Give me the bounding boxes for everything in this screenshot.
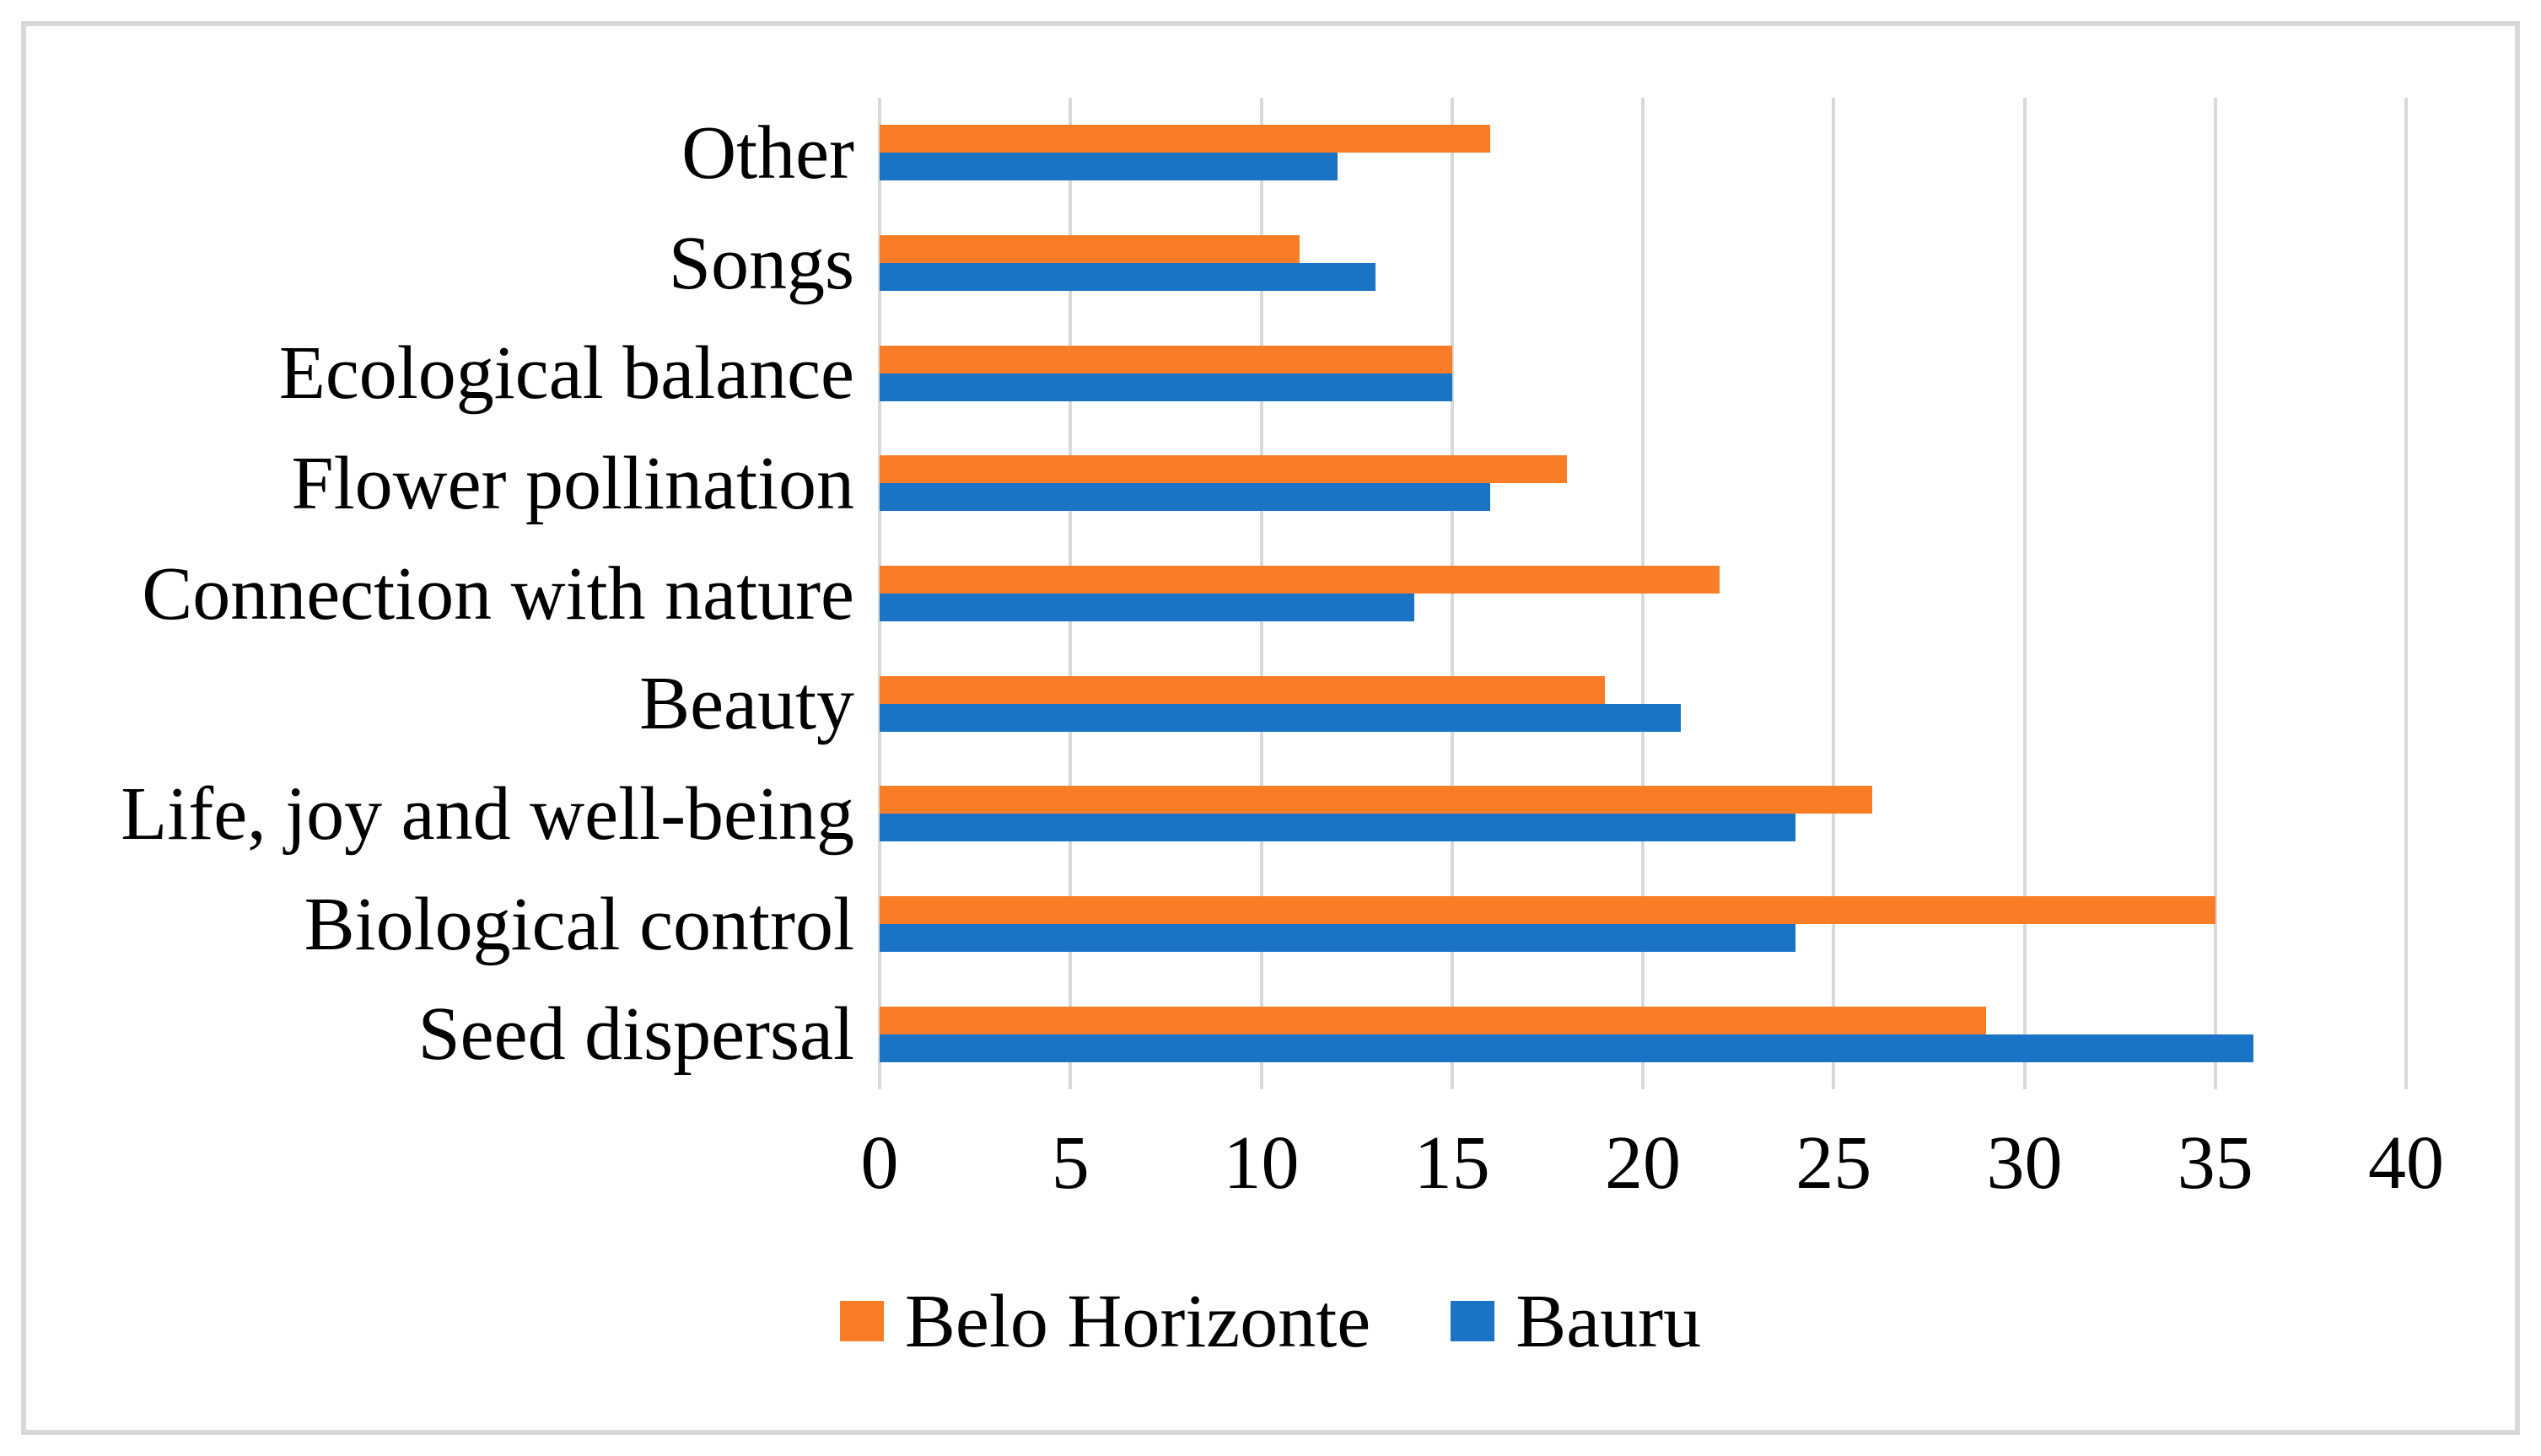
- legend: Belo Horizonte Bauru: [0, 1280, 2541, 1363]
- bar-group: [880, 318, 2406, 428]
- x-tick-label: 30: [1986, 1121, 2063, 1205]
- bar-bauru: [880, 703, 1682, 732]
- gridline-x-25: [1832, 98, 1836, 1089]
- bar-group: [880, 869, 2406, 980]
- legend-swatch-icon: [1451, 1301, 1495, 1341]
- bar-bauru: [880, 483, 1490, 512]
- category-label: Seed dispersal: [417, 992, 854, 1077]
- legend-swatch-icon: [839, 1301, 884, 1341]
- legend-item-bauru: Bauru: [1451, 1278, 1701, 1365]
- category-label: Beauty: [639, 662, 854, 746]
- bar-bauru: [880, 1034, 2253, 1062]
- bar-belo-horizonte: [880, 896, 2215, 925]
- bar-bauru: [880, 263, 1376, 291]
- bar-group: [880, 759, 2406, 869]
- category-label: Connection with nature: [142, 551, 854, 636]
- bar-group: [880, 98, 2406, 208]
- x-tick-label: 15: [1413, 1121, 1490, 1205]
- x-tick-label: 5: [1051, 1121, 1090, 1205]
- bar-group: [880, 648, 2406, 759]
- category-label: Biological control: [304, 882, 854, 966]
- gridline-x-30: [2022, 98, 2027, 1089]
- plot-area: [878, 98, 2408, 1089]
- bar-belo-horizonte: [880, 235, 1300, 263]
- bar-belo-horizonte: [880, 786, 1872, 814]
- category-label: Life, joy and well-being: [121, 771, 854, 856]
- legend-label: Belo Horizonte: [904, 1279, 1371, 1363]
- x-tick-label: 25: [1795, 1121, 1872, 1205]
- bar-bauru: [880, 373, 1452, 401]
- x-axis: 0 5 10 15 20 25 30 35 40: [861, 1121, 2445, 1210]
- bar-belo-horizonte: [880, 1006, 1987, 1034]
- bar-group: [880, 428, 2406, 539]
- bar-group: [880, 208, 2406, 319]
- category-label: Songs: [668, 221, 854, 305]
- bar-group: [880, 539, 2406, 649]
- x-tick-label: 10: [1223, 1121, 1300, 1205]
- bar-bauru: [880, 153, 1338, 181]
- category-label: Other: [681, 110, 854, 195]
- gridline-x-35: [2213, 98, 2217, 1089]
- bar-belo-horizonte: [880, 455, 1567, 484]
- bar-group: [880, 979, 2406, 1089]
- bar-rows: [880, 98, 2406, 1089]
- bar-belo-horizonte: [880, 125, 1490, 153]
- x-tick-label: 35: [2177, 1121, 2253, 1205]
- bar-bauru: [880, 594, 1414, 622]
- bar-belo-horizonte: [880, 675, 1605, 704]
- category-axis-labels: Other Songs Ecological balance Flower polli…: [51, 98, 854, 1089]
- x-tick-label: 0: [860, 1121, 899, 1205]
- category-label: Ecological balance: [278, 331, 854, 416]
- bar-bauru: [880, 924, 1795, 953]
- legend-item-belo-horizonte: Belo Horizonte: [839, 1278, 1371, 1365]
- bar-belo-horizonte: [880, 566, 1720, 594]
- bar-belo-horizonte: [880, 345, 1452, 373]
- gridline-x-40: [2404, 98, 2408, 1089]
- bar-bauru: [880, 814, 1795, 842]
- x-tick-label: 40: [2368, 1121, 2444, 1205]
- x-tick-label: 20: [1605, 1121, 1681, 1205]
- legend-label: Bauru: [1515, 1279, 1702, 1363]
- category-label: Flower pollination: [291, 441, 854, 525]
